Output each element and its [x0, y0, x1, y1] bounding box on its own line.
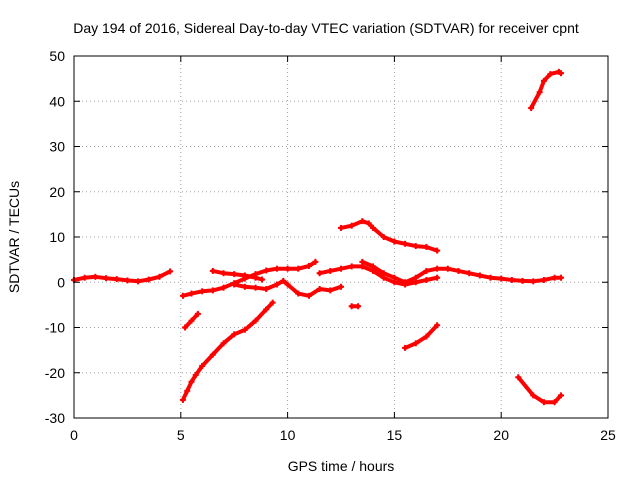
grid [74, 56, 608, 418]
chart-title: Day 194 of 2016, Sidereal Day-to-day VTE… [73, 20, 579, 36]
series-arc-8 [339, 219, 440, 253]
y-tick-label: 30 [49, 139, 65, 155]
y-tick-label: 0 [57, 274, 65, 290]
x-tick-label: 10 [280, 427, 296, 443]
x-tick-label: 15 [387, 427, 403, 443]
y-tick-label: 10 [49, 229, 65, 245]
y-tick-label: -10 [45, 320, 65, 336]
series-arc-11 [403, 323, 440, 350]
y-tick-label: 40 [49, 93, 65, 109]
y-tick-label: 50 [49, 48, 65, 64]
series-arc-13 [529, 69, 563, 110]
axis-ticks: 0 5 10 15 20 25 -30 -20 -10 0 10 20 30 40 50 [45, 48, 616, 443]
series-arc-12 [516, 375, 563, 405]
y-axis-label: SDTVAR / TECUs [6, 181, 22, 293]
y-tick-label: -20 [45, 365, 65, 381]
x-tick-label: 0 [70, 427, 78, 443]
data-series [71, 68, 565, 406]
x-axis-label: GPS time / hours [288, 458, 395, 474]
y-tick-label: 20 [49, 184, 65, 200]
series-arc-1 [72, 269, 173, 284]
x-tick-label: 25 [600, 427, 616, 443]
x-tick-label: 20 [493, 427, 509, 443]
y-tick-label: -30 [45, 410, 65, 426]
x-tick-label: 5 [177, 427, 185, 443]
